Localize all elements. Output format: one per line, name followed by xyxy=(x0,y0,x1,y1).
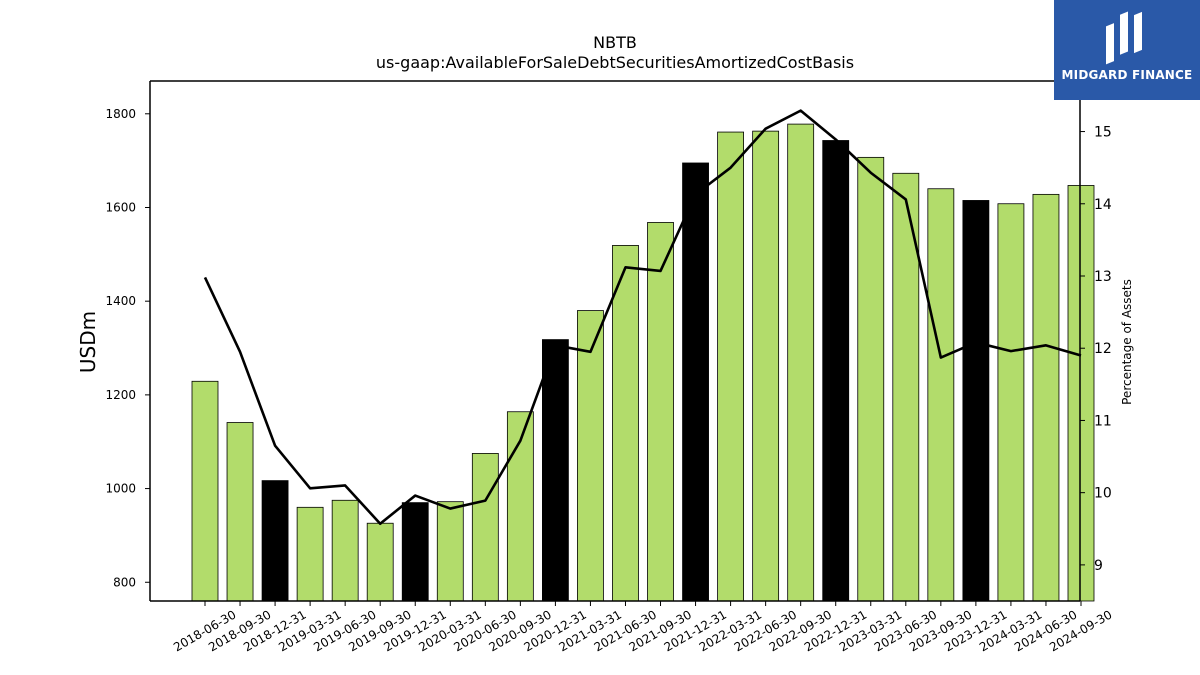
bar-group xyxy=(191,123,1095,602)
y-tick-label: 1000 xyxy=(105,482,136,496)
bar-2021-06-30 xyxy=(612,245,639,602)
y-tick-label: 1400 xyxy=(105,294,136,308)
midgard-finance-logo: MIDGARD FINANCE xyxy=(1054,0,1200,100)
y-right-tick-label: 9 xyxy=(1094,558,1103,574)
chart-subtitle: us-gaap:AvailableForSaleDebtSecuritiesAm… xyxy=(376,53,854,72)
bar-2020-12-31 xyxy=(542,339,569,602)
percentage-of-assets-line xyxy=(203,109,1082,526)
bar-2019-06-30 xyxy=(331,499,359,602)
y-right-tick-label: 15 xyxy=(1094,125,1112,141)
bar-2023-12-31 xyxy=(962,200,990,602)
y-right-tick-label: 14 xyxy=(1094,197,1112,213)
logo-text: MIDGARD FINANCE xyxy=(1061,68,1193,82)
y-tick-label: 800 xyxy=(113,575,136,589)
logo-mark-icon xyxy=(1106,11,1142,65)
bar-2024-03-31 xyxy=(997,203,1025,602)
y-axis-label: USDm xyxy=(76,311,100,373)
bar-2023-09-30 xyxy=(927,188,955,602)
bar-2021-09-30 xyxy=(647,222,674,602)
bar-2019-03-31 xyxy=(296,506,324,602)
y-right-tick-label: 13 xyxy=(1094,269,1112,285)
percentage-line-group xyxy=(203,109,1082,526)
bar-2021-03-31 xyxy=(577,310,604,602)
bar-2022-03-31 xyxy=(717,131,744,602)
bar-2024-06-30 xyxy=(1032,193,1060,602)
y-axis-right-label: Percentage of Assets xyxy=(1120,279,1134,405)
bar-2020-06-30 xyxy=(471,453,499,602)
y-right-tick-label: 12 xyxy=(1094,341,1112,357)
y-right-tick-label: 11 xyxy=(1094,413,1112,429)
y-tick-label: 1600 xyxy=(105,200,136,214)
bar-2022-09-30 xyxy=(787,123,815,602)
axes xyxy=(149,80,1081,602)
y-tick-label: 1800 xyxy=(105,107,136,121)
y-right-tick-label: 10 xyxy=(1094,486,1112,502)
bar-2018-12-31 xyxy=(261,480,289,602)
bar-2019-09-30 xyxy=(366,522,394,602)
bar-2024-09-30 xyxy=(1067,185,1095,602)
bar-2019-12-31 xyxy=(401,502,429,602)
bar-2021-12-31 xyxy=(682,162,709,602)
bar-2018-09-30 xyxy=(226,422,254,602)
chart-title: NBTB xyxy=(593,33,637,52)
bar-2020-09-30 xyxy=(506,411,534,602)
bar-2022-12-31 xyxy=(822,140,850,602)
y-tick-label: 1200 xyxy=(105,388,136,402)
bar-2022-06-30 xyxy=(752,130,780,602)
bar-2020-03-31 xyxy=(436,501,464,602)
bar-2023-03-31 xyxy=(857,156,885,602)
bar-2018-06-30 xyxy=(191,380,219,602)
